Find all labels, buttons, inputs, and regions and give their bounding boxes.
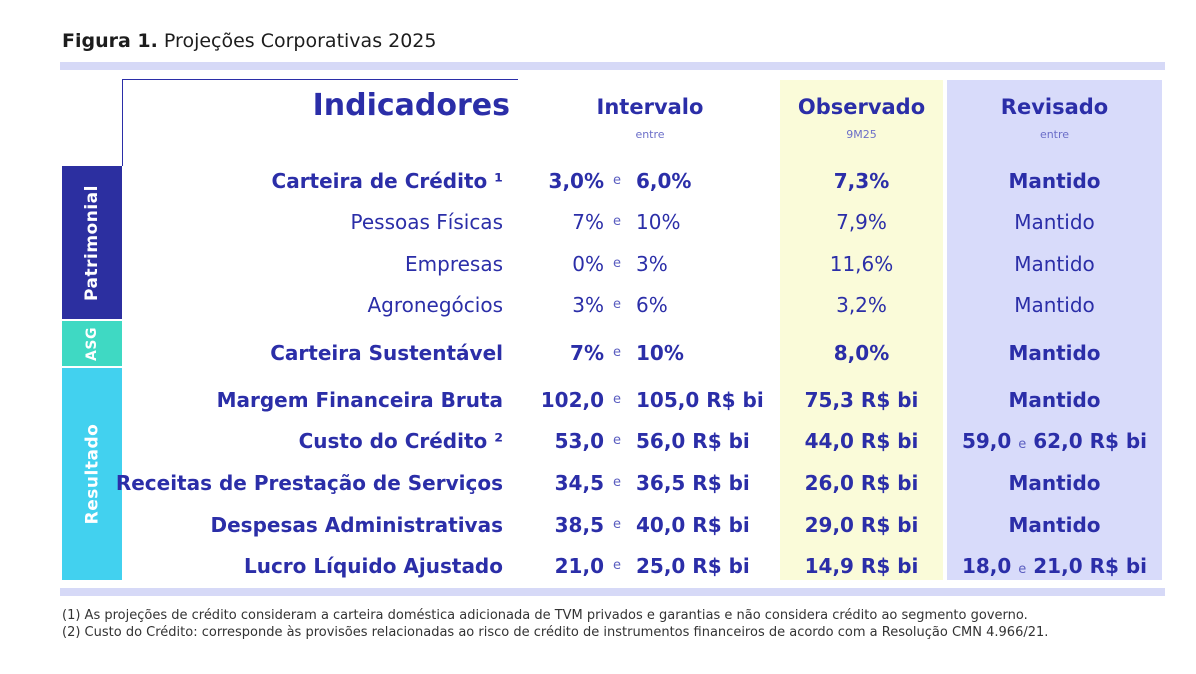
header-intervalo-sub: entre <box>635 128 665 141</box>
interval-low: 102,0 <box>540 388 604 412</box>
header-observado: Observado <box>797 95 926 119</box>
revisado-range: 18,0 e 21,0 R$ bi <box>947 551 1162 585</box>
revisado-value: Mantido <box>1008 169 1101 193</box>
group-resultado: Resultado <box>62 368 122 580</box>
header-frame-top <box>123 79 518 80</box>
interval-connector: e <box>613 173 621 188</box>
interval-low: 3,0% <box>548 169 604 193</box>
row-label: Agronegócios <box>367 293 503 317</box>
revisado-high: 21,0 R$ bi <box>1033 554 1148 578</box>
row-label: Despesas Administrativas <box>210 513 503 537</box>
interval-low: 0% <box>572 252 604 276</box>
bottom-divider <box>60 588 1165 596</box>
row-label: Margem Financeira Bruta <box>216 388 503 412</box>
interval-high: 40,0 R$ bi <box>636 513 750 537</box>
observado-value: 75,3 R$ bi <box>804 388 919 412</box>
revisado-low: 59,0 <box>961 429 1012 453</box>
interval-low: 38,5 <box>554 513 604 537</box>
interval-low: 21,0 <box>554 554 604 578</box>
interval-low: 7% <box>570 341 604 365</box>
group-patrimonial: Patrimonial <box>62 166 122 319</box>
footnote-2: (2) Custo do Crédito: corresponde às pro… <box>62 625 1049 640</box>
interval-high: 6% <box>636 293 668 317</box>
row-label: Lucro Líquido Ajustado <box>243 554 503 578</box>
revisado-value: Mantido <box>1008 388 1101 412</box>
revisado-low: 18,0 <box>961 554 1012 578</box>
row-label: Carteira Sustentável <box>270 341 503 365</box>
revisado-value: Mantido <box>1014 210 1095 234</box>
figure-title-text: Projeções Corporativas 2025 <box>163 30 437 52</box>
interval-connector: e <box>613 297 621 312</box>
table-row: Custo do Crédito ² 53,0 e 56,0 R$ bi 44,… <box>0 426 1196 456</box>
interval-high: 25,0 R$ bi <box>636 554 750 578</box>
footnote-1: (1) As projeções de crédito consideram a… <box>62 608 1028 623</box>
table-row: Pessoas Físicas 7% e 10% 7,9% Mantido <box>0 207 1196 237</box>
observado-value: 8,0% <box>833 341 890 365</box>
observado-value: 11,6% <box>829 252 894 276</box>
interval-high: 10% <box>636 210 681 234</box>
revisado-value: Mantido <box>1008 341 1101 365</box>
observado-value: 44,0 R$ bi <box>804 429 919 453</box>
observado-value: 26,0 R$ bi <box>804 471 919 495</box>
observado-value: 3,2% <box>836 293 887 317</box>
interval-low: 7% <box>572 210 604 234</box>
header-revisado: Revisado <box>1000 95 1109 119</box>
interval-connector: e <box>613 256 621 271</box>
interval-connector: e <box>613 558 621 573</box>
header-intervalo: Intervalo <box>596 95 704 119</box>
figure-label: Figura 1. <box>62 30 158 52</box>
table-row: Carteira Sustentável 7% e 10% 8,0% Manti… <box>0 338 1196 368</box>
table-row: Lucro Líquido Ajustado 21,0 e 25,0 R$ bi… <box>0 551 1196 581</box>
header-observado-sub: 9M25 <box>846 128 877 141</box>
row-label: Custo do Crédito ² <box>298 429 503 453</box>
interval-high: 36,5 R$ bi <box>636 471 750 495</box>
top-divider <box>60 62 1165 70</box>
row-label: Carteira de Crédito ¹ <box>271 169 503 193</box>
interval-low: 34,5 <box>554 471 604 495</box>
header-revisado-sub: entre <box>1039 128 1070 141</box>
row-label: Receitas de Prestação de Serviços <box>115 471 503 495</box>
interval-connector: e <box>613 475 621 490</box>
interval-high: 105,0 R$ bi <box>636 388 764 412</box>
interval-connector: e <box>613 345 621 360</box>
revisado-high: 62,0 R$ bi <box>1033 429 1148 453</box>
table-row: Margem Financeira Bruta 102,0 e 105,0 R$… <box>0 385 1196 415</box>
revisado-value: Mantido <box>1014 293 1095 317</box>
revisado-value: Mantido <box>1014 252 1095 276</box>
table-row: Carteira de Crédito ¹ 3,0% e 6,0% 7,3% M… <box>0 166 1196 196</box>
interval-high: 10% <box>636 341 684 365</box>
interval-high: 6,0% <box>636 169 692 193</box>
table-row: Empresas 0% e 3% 11,6% Mantido <box>0 249 1196 279</box>
revisado-value: Mantido <box>1008 513 1101 537</box>
interval-connector: e <box>613 214 621 229</box>
observado-value: 29,0 R$ bi <box>804 513 919 537</box>
revisado-column-bg <box>947 80 1162 580</box>
group-patrimonial-label: Patrimonial <box>82 184 102 301</box>
header-indicadores: Indicadores <box>312 88 510 123</box>
observado-column-bg <box>780 80 943 580</box>
group-asg: ASG <box>62 321 122 366</box>
interval-high: 3% <box>636 252 668 276</box>
observado-value: 14,9 R$ bi <box>804 554 919 578</box>
table-row: Agronegócios 3% e 6% 3,2% Mantido <box>0 290 1196 320</box>
interval-connector: e <box>613 517 621 532</box>
interval-connector: e <box>613 433 621 448</box>
revisado-range: 59,0 e 62,0 R$ bi <box>947 426 1162 460</box>
table-row: Despesas Administrativas 38,5 e 40,0 R$ … <box>0 510 1196 540</box>
revisado-connector: e <box>1018 437 1027 452</box>
row-label: Pessoas Físicas <box>350 210 503 234</box>
figure-title: Figura 1. Projeções Corporativas 2025 <box>62 30 436 52</box>
observado-value: 7,3% <box>833 169 890 193</box>
row-label: Empresas <box>405 252 503 276</box>
table-row: Receitas de Prestação de Serviços 34,5 e… <box>0 468 1196 498</box>
revisado-value: Mantido <box>1008 471 1101 495</box>
interval-low: 3% <box>572 293 604 317</box>
observado-value: 7,9% <box>836 210 887 234</box>
interval-connector: e <box>613 392 621 407</box>
interval-high: 56,0 R$ bi <box>636 429 750 453</box>
revisado-connector: e <box>1018 562 1027 577</box>
interval-low: 53,0 <box>554 429 604 453</box>
header-frame-left <box>122 79 123 166</box>
